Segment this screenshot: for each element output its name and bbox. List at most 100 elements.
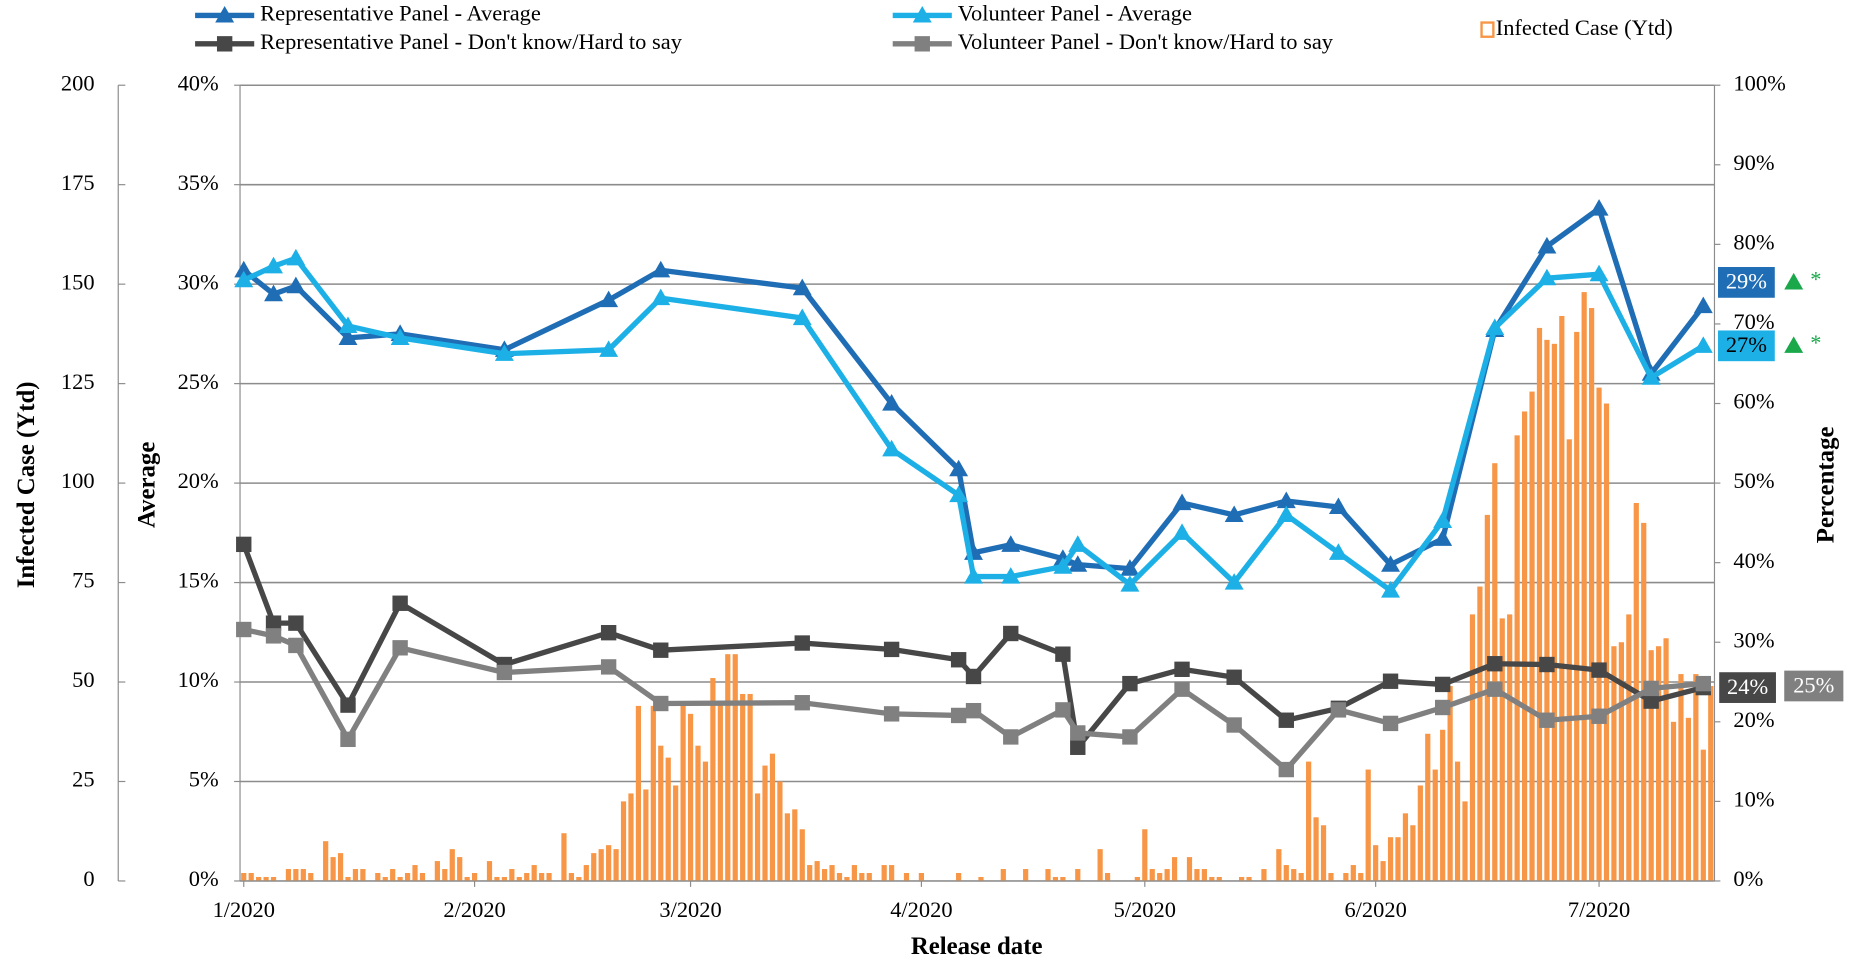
bar [390,869,396,881]
bar [434,861,440,881]
y2-tick-label: 30% [1733,627,1774,652]
y3-tick-label: 100 [61,468,95,493]
marker [1591,662,1607,678]
marker [914,36,930,52]
bar [1492,463,1498,881]
bar [576,876,582,881]
bar [687,713,694,881]
bar [561,833,567,881]
bar [1402,813,1409,881]
bar [1328,873,1334,881]
bar [256,876,262,881]
marker [215,5,235,23]
bar [1052,876,1059,881]
bar [1477,586,1483,881]
marker [236,536,252,553]
bar [1194,869,1200,881]
x-tick-label: 2/2020 [443,897,505,922]
marker [1122,675,1138,692]
bar [263,876,269,881]
bar [1678,674,1684,881]
bar [1521,411,1528,881]
y2-tick-label: 80% [1733,230,1774,255]
marker [950,707,967,724]
marker [234,270,254,288]
y2-tick-label: 90% [1733,150,1774,175]
bar [851,865,857,881]
bar [606,845,612,881]
x-axis-title: Release date [911,933,1043,960]
marker [794,635,810,651]
bar [524,873,530,881]
marker [794,695,810,711]
bar [1551,343,1557,881]
x-tick-label: 1/2020 [213,897,275,922]
marker [1487,656,1503,672]
bar [836,873,843,881]
bar [1536,327,1543,881]
bar [1670,721,1677,881]
marker [1328,497,1348,515]
bar [1514,435,1520,881]
marker [1070,739,1086,755]
marker [1328,543,1348,560]
marker [653,695,669,712]
y2-axis-title: Percentage [1813,426,1840,543]
y3-tick-label: 175 [61,170,95,195]
marker [1537,268,1557,286]
legend-item: Infected Case (Ytd) [1480,15,1673,40]
legend-item: Volunteer Panel - Average [892,1,1192,26]
bar [740,693,746,881]
marker [1068,555,1088,572]
marker [234,260,254,278]
bar [591,853,597,881]
bar [1618,642,1624,881]
marker [1278,761,1294,778]
bar [270,876,277,881]
end-label: 29% [1726,269,1767,294]
y3-axis-title: Infected Case (Ytd) [13,381,40,588]
bar [449,849,455,881]
marker [1381,581,1401,598]
marker [1695,675,1711,692]
marker [1068,535,1088,552]
bar [881,865,887,881]
bar [628,793,634,881]
marker [1174,661,1190,677]
bar [866,873,872,881]
bar [1365,769,1371,881]
significance-mark: * [1810,266,1821,291]
bar [613,849,619,881]
marker [1120,559,1140,576]
y3-tick-label: 200 [61,70,95,95]
legend-item: Representative Panel - Average [195,1,541,26]
bar [918,873,925,881]
bar [1239,876,1245,881]
bar [1350,865,1356,881]
bar [471,873,478,881]
bar [382,876,388,881]
marker [264,284,283,302]
y-tick-label: 30% [178,269,219,294]
marker [882,394,902,411]
marker [1537,236,1557,254]
bar [293,869,299,881]
marker [496,664,513,681]
bar [509,869,515,881]
bar [285,869,292,881]
legend-label: Representative Panel - Don't know/Hard t… [260,29,683,54]
bar [1097,849,1103,881]
marker [883,641,900,658]
marker [1382,673,1399,689]
bar [1611,646,1617,881]
legend-item: Volunteer Panel - Don't know/Hard to say [892,29,1334,54]
marker [1539,656,1555,673]
series-line [243,626,1704,773]
bar [1596,387,1602,881]
end-label-box [1718,330,1775,362]
x-tick-label: 7/2020 [1568,897,1630,922]
marker [340,697,356,713]
bar [1261,869,1267,881]
bar [1216,876,1222,881]
marker [1589,264,1609,282]
